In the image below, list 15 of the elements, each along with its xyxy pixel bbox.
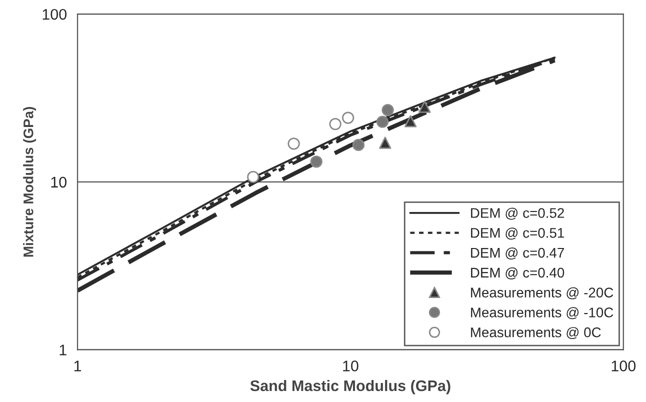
legend-label: Measurements @ 0C xyxy=(471,327,601,340)
legend-label: Measurements @ -10C xyxy=(471,307,614,320)
x-axis-title: Sand Mastic Modulus (GPa) xyxy=(250,380,450,394)
legend-label: Measurements @ -20C xyxy=(471,287,614,300)
x-tick-label: 10 xyxy=(343,360,358,372)
y-tick-label: 1 xyxy=(60,344,66,356)
x-tick-label: 100 xyxy=(612,360,636,372)
y-tick-label: 10 xyxy=(51,176,67,188)
y-axis-title: Mixture Modulus (GPa) xyxy=(23,106,36,257)
y-tick-label: 100 xyxy=(42,8,67,20)
legend-label: DEM @ c=0.40 xyxy=(471,267,564,280)
legend-label: DEM @ c=0.52 xyxy=(471,208,564,220)
legend-label: DEM @ c=0.51 xyxy=(471,228,564,240)
x-tick-label: 1 xyxy=(74,360,82,372)
legend-label: DEM @ c=0.47 xyxy=(471,248,564,260)
